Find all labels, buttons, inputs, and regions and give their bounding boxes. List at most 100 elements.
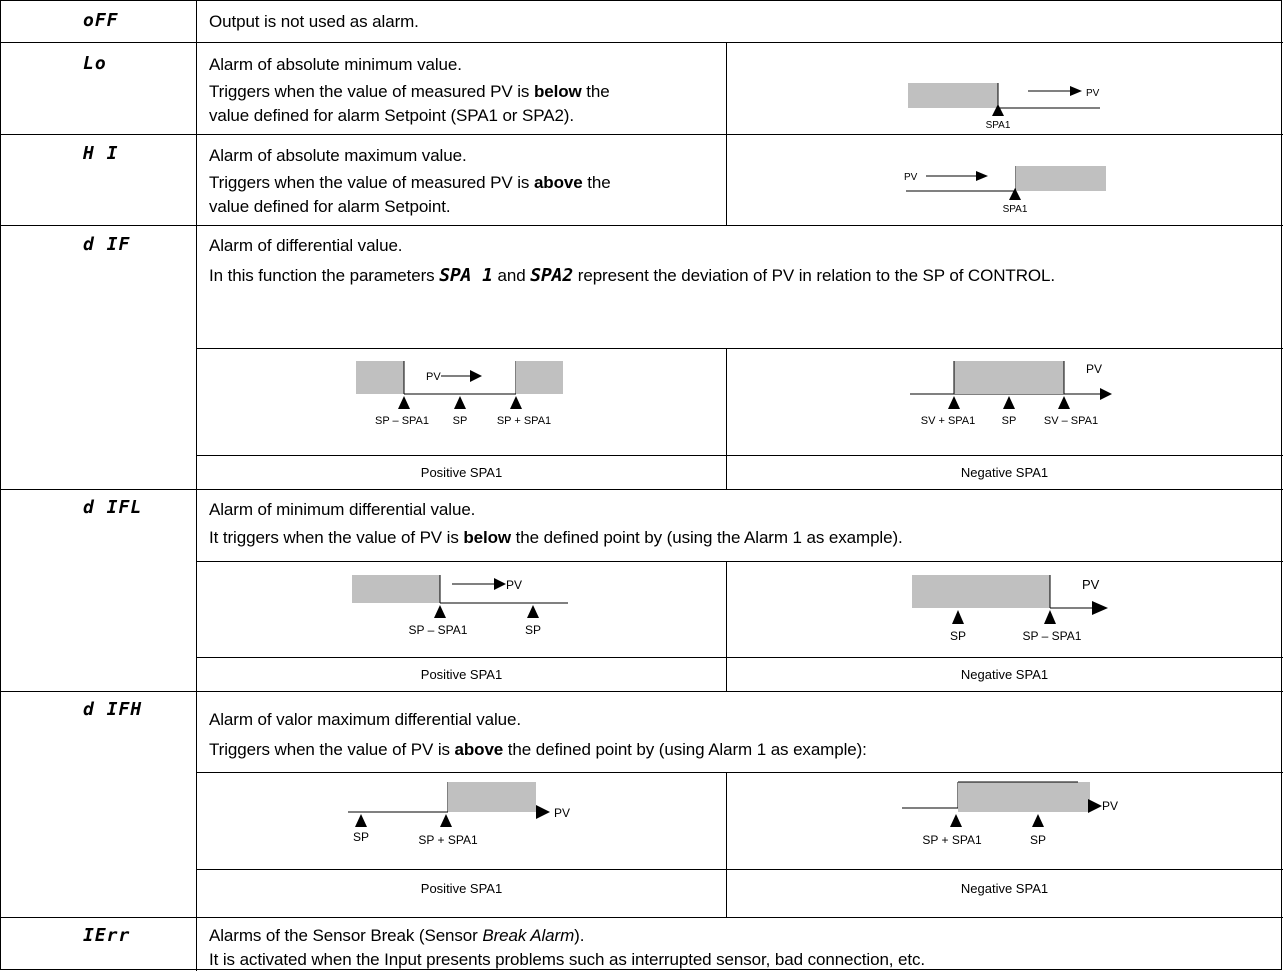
difh-caption-positive: Positive SPA1: [420, 881, 503, 896]
dif-line2-b: and: [492, 266, 531, 285]
difh-line2-a: Triggers when the value of PV is: [209, 740, 455, 759]
lo-line2-c: the: [581, 82, 610, 101]
dif-pos-pv-label: PV: [426, 371, 441, 383]
hi-line2-bold: above: [533, 173, 583, 192]
off-description: Output is not used as alarm.: [209, 12, 419, 31]
difh-pos-label-2: SP + SPA1: [418, 833, 478, 847]
dif-caption-positive: Positive SPA1: [420, 465, 503, 480]
lo-line1: Alarm of absolute minimum value.: [209, 55, 462, 74]
difl-line1: Alarm of minimum differential value.: [209, 500, 476, 519]
lo-alarm-zone: [908, 83, 998, 108]
dif-line2: In this function the parameters SPA 1 an…: [209, 266, 1055, 286]
dif-neg-zone: [954, 361, 1064, 394]
difl-line2-bold: below: [463, 528, 512, 547]
difl-line2-a: It triggers when the value of PV is: [209, 528, 464, 547]
code-dif: d IF: [83, 234, 131, 255]
difl-pos-marker-2: [527, 605, 539, 618]
lo-line2: Triggers when the value of measured PV i…: [209, 82, 610, 102]
ierr-line1-c: ).: [574, 926, 585, 945]
lo-spa1-label: SPA1: [986, 120, 1011, 131]
dif-line1: Alarm of differential value.: [209, 236, 403, 255]
dif-pos-pv-arrowhead: [470, 370, 482, 382]
difh-negative-diagram: PV SP + SPA1 SP: [902, 781, 1118, 847]
code-ierr: IErr: [83, 925, 131, 946]
difh-line1: Alarm of valor maximum differential valu…: [209, 710, 521, 729]
difh-neg-label-1: SP + SPA1: [922, 833, 982, 847]
hi-spa1-label: SPA1: [1003, 204, 1028, 215]
dif-neg-marker-1: [948, 396, 960, 409]
difl-pos-zone: [352, 575, 440, 603]
difl-neg-marker-1: [952, 610, 964, 624]
difl-line2: It triggers when the value of PV is belo…: [209, 528, 903, 548]
dif-pos-marker-3: [510, 396, 522, 409]
difl-pos-marker-1: [434, 605, 446, 618]
dif-neg-pv-label: PV: [1086, 362, 1102, 376]
dif-pos-label-1: SP – SPA1: [375, 415, 429, 427]
dif-param-spa2: SPA2: [530, 265, 574, 286]
difl-neg-zone: [912, 575, 1050, 608]
difl-neg-arrowhead: [1092, 601, 1108, 615]
difh-pos-label-1: SP: [353, 830, 369, 844]
difh-neg-marker-1: [950, 814, 962, 827]
difh-pos-arrowhead: [536, 805, 550, 819]
difl-neg-marker-2: [1044, 610, 1056, 624]
difl-caption-positive: Positive SPA1: [420, 667, 503, 682]
difh-line2-bold: above: [454, 740, 504, 759]
hi-line1: Alarm of absolute maximum value.: [209, 146, 467, 165]
hi-line3: value defined for alarm Setpoint.: [209, 197, 451, 216]
lo-line3: value defined for alarm Setpoint (SPA1 o…: [209, 106, 574, 125]
hi-diagram: PV SPA1: [904, 166, 1106, 215]
hi-line2-a: Triggers when the value of measured PV i…: [209, 173, 534, 192]
difh-pos-zone: [448, 782, 536, 812]
difh-line2-c: the defined point by (using Alarm 1 as e…: [503, 740, 867, 759]
dif-neg-label-3: SV – SPA1: [1044, 415, 1098, 427]
code-difl: d IFL: [83, 497, 143, 518]
difh-neg-label-2: SP: [1030, 833, 1046, 847]
difh-caption-negative: Negative SPA1: [960, 881, 1049, 896]
code-hi: H I: [83, 143, 119, 164]
dif-neg-marker-2: [1003, 396, 1015, 409]
ierr-line1-a: Alarms of the Sensor Break (Sensor: [209, 926, 483, 945]
dif-negative-diagram: PV SV + SPA1 SP SV – SPA1: [910, 361, 1112, 427]
code-off: oFF: [83, 10, 119, 31]
ierr-line2: It is activated when the Input presents …: [209, 950, 926, 969]
lo-diagram: PV SPA1: [908, 83, 1100, 131]
difh-neg-zone: [958, 782, 1090, 812]
lo-spa1-marker: [992, 104, 1004, 116]
dif-neg-label-1: SV + SPA1: [921, 415, 976, 427]
code-difh: d IFH: [83, 699, 143, 720]
lo-line2-bold: below: [533, 82, 582, 101]
difl-negative-diagram: PV SP SP – SPA1: [912, 575, 1108, 643]
code-lo: Lo: [83, 53, 107, 74]
dif-neg-marker-3: [1058, 396, 1070, 409]
hi-line2: Triggers when the value of measured PV i…: [209, 173, 611, 193]
ierr-line1-italic: Break Alarm: [482, 926, 575, 945]
difh-pos-marker-2: [440, 814, 452, 827]
dif-neg-label-2: SP: [1002, 415, 1017, 427]
hi-spa1-marker: [1009, 188, 1021, 200]
difl-line2-c: the defined point by (using the Alarm 1 …: [511, 528, 903, 547]
dif-pos-marker-1: [398, 396, 410, 409]
difl-pos-label-1: SP – SPA1: [409, 623, 468, 637]
hi-pv-arrowhead: [976, 171, 988, 181]
dif-pos-zone-right: [516, 361, 563, 394]
hi-pv-label: PV: [904, 172, 918, 183]
lo-pv-label: PV: [1086, 88, 1100, 99]
difl-neg-pv-label: PV: [1082, 577, 1100, 592]
difh-neg-marker-2: [1032, 814, 1044, 827]
difl-neg-label-2: SP – SPA1: [1023, 629, 1082, 643]
difl-neg-label-1: SP: [950, 629, 966, 643]
dif-pos-label-2: SP: [453, 415, 468, 427]
dif-neg-arrowhead: [1100, 388, 1112, 400]
difl-pos-pv-label: PV: [506, 578, 522, 592]
dif-caption-negative: Negative SPA1: [960, 465, 1049, 480]
difh-pos-pv-label: PV: [554, 806, 570, 820]
dif-pos-zone-left: [356, 361, 404, 394]
difh-neg-pv-label: PV: [1102, 799, 1118, 813]
dif-positive-diagram: PV SP – SPA1 SP SP + SPA1: [356, 361, 563, 427]
difl-caption-negative: Negative SPA1: [960, 667, 1049, 682]
difh-line2: Triggers when the value of PV is above t…: [209, 740, 867, 760]
lo-pv-arrowhead: [1070, 86, 1082, 96]
